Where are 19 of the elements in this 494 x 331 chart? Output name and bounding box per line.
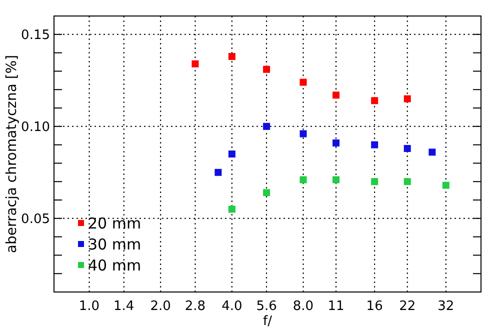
x-tick-label: 4.0: [222, 299, 242, 314]
x-tick-label: 22: [399, 299, 416, 314]
x-tick-label: 8.0: [292, 299, 314, 314]
y-tick-label: 0.10: [21, 120, 50, 135]
legend-label: 20 mm: [88, 214, 142, 232]
x-tick-label: 2.0: [150, 299, 171, 314]
x-tick-label: 32: [438, 299, 454, 314]
x-tick-label: 11: [328, 299, 344, 314]
x-tick-label: 5.6: [256, 299, 277, 314]
x-tick-label: 1.0: [78, 299, 100, 314]
y-tick-label: 0.15: [21, 28, 50, 43]
legend-label: 40 mm: [88, 256, 142, 274]
x-axis-title: f/: [263, 314, 273, 329]
x-tick-label: 16: [366, 299, 383, 314]
x-tick-label: 1.4: [114, 299, 134, 314]
legend-label: 30 mm: [88, 235, 142, 254]
y-axis-title: aberracja chromatyczna [%]: [4, 54, 20, 254]
y-tick-label: 0.05: [21, 212, 50, 227]
x-tick-label: 2.8: [184, 299, 206, 314]
